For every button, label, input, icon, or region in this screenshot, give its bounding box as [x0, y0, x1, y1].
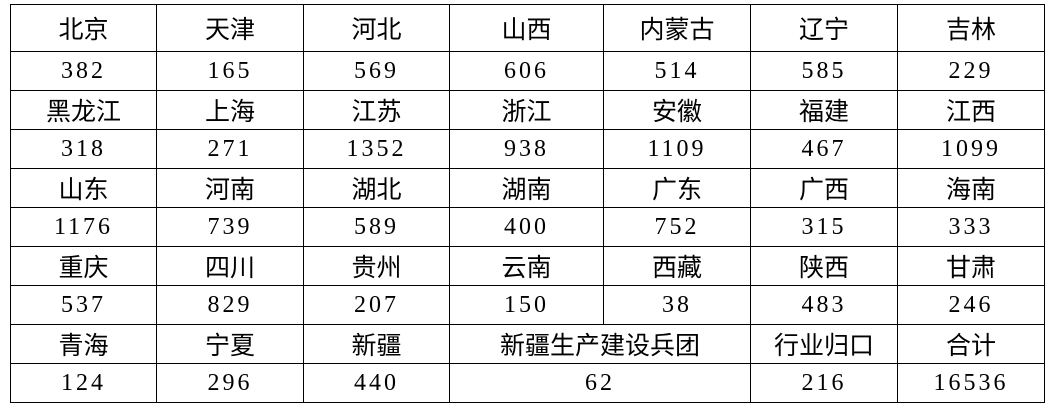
region-name-cell: 行业归口	[750, 324, 898, 364]
region-value-cell: 333	[897, 207, 1045, 247]
region-name-cell: 云南	[449, 246, 604, 286]
region-name-row: 青海 宁夏 新疆 新疆生产建设兵团 行业归口 合计	[10, 324, 1045, 364]
region-value-cell: 569	[303, 51, 450, 91]
region-name-cell: 西藏	[603, 246, 751, 286]
region-name-row: 黑龙江 上海 江苏 浙江 安徽 福建 江西	[10, 90, 1045, 130]
region-name-cell: 吉林	[897, 4, 1045, 52]
region-name-row: 山东 河南 湖北 湖南 广东 广西 海南	[10, 168, 1045, 208]
region-value-cell: 829	[156, 285, 304, 325]
region-value-cell: 752	[603, 207, 751, 247]
region-value-row: 318 271 1352 938 1109 467 1099	[10, 129, 1045, 169]
region-value-cell: 400	[449, 207, 604, 247]
region-name-cell: 福建	[750, 90, 898, 130]
region-value-cell: 229	[897, 51, 1045, 91]
region-value-cell: 1109	[603, 129, 751, 169]
region-name-cell: 山东	[10, 168, 157, 208]
region-name-cell: 重庆	[10, 246, 157, 286]
region-value-cell: 38	[603, 285, 751, 325]
region-value-row: 1176 739 589 400 752 315 333	[10, 207, 1045, 247]
region-value-cell: 216	[750, 363, 898, 403]
region-value-cell: 315	[750, 207, 898, 247]
region-value-cell: 207	[303, 285, 450, 325]
region-name-cell: 黑龙江	[10, 90, 157, 130]
region-value-cell: 589	[303, 207, 450, 247]
region-name-cell: 山西	[449, 4, 604, 52]
region-value-cell: 606	[449, 51, 604, 91]
region-value-cell: 739	[156, 207, 304, 247]
region-name-cell: 四川	[156, 246, 304, 286]
region-name-cell: 安徽	[603, 90, 751, 130]
region-name-cell: 河南	[156, 168, 304, 208]
region-name-cell: 贵州	[303, 246, 450, 286]
region-name-cell: 新疆生产建设兵团	[449, 324, 751, 364]
region-name-cell: 广西	[750, 168, 898, 208]
region-value-cell: 382	[10, 51, 157, 91]
region-value-row: 382 165 569 606 514 585 229	[10, 51, 1045, 91]
region-value-row: 537 829 207 150 38 483 246	[10, 285, 1045, 325]
region-name-cell: 北京	[10, 4, 157, 52]
region-value-cell: 483	[750, 285, 898, 325]
region-name-cell: 江西	[897, 90, 1045, 130]
region-value-cell: 585	[750, 51, 898, 91]
region-name-cell: 辽宁	[750, 4, 898, 52]
region-value-cell: 16536	[897, 363, 1045, 403]
region-value-cell: 1352	[303, 129, 450, 169]
region-value-cell: 467	[750, 129, 898, 169]
region-name-cell: 陕西	[750, 246, 898, 286]
region-value-cell: 440	[303, 363, 450, 403]
region-name-cell: 河北	[303, 4, 450, 52]
region-name-cell: 上海	[156, 90, 304, 130]
region-name-row: 重庆 四川 贵州 云南 西藏 陕西 甘肃	[10, 246, 1045, 286]
region-name-cell: 内蒙古	[603, 4, 751, 52]
region-value-cell: 271	[156, 129, 304, 169]
region-value-cell: 62	[449, 363, 751, 403]
region-value-cell: 246	[897, 285, 1045, 325]
region-name-cell: 湖南	[449, 168, 604, 208]
region-value-cell: 1176	[10, 207, 157, 247]
region-name-cell: 湖北	[303, 168, 450, 208]
region-value-cell: 1099	[897, 129, 1045, 169]
region-value-cell: 537	[10, 285, 157, 325]
region-name-cell: 江苏	[303, 90, 450, 130]
region-name-cell: 新疆	[303, 324, 450, 364]
region-value-cell: 165	[156, 51, 304, 91]
region-data-table: 北京 天津 河北 山西 内蒙古 辽宁 吉林 382 165 569 606 514 585 229 黑龙江上…	[10, 4, 1045, 403]
region-value-row: 124 296 440 62 216 16536	[10, 363, 1045, 403]
region-name-cell: 天津	[156, 4, 304, 52]
region-name-cell: 合计	[897, 324, 1045, 364]
region-value-cell: 150	[449, 285, 604, 325]
region-value-cell: 124	[10, 363, 157, 403]
region-name-cell: 宁夏	[156, 324, 304, 364]
region-name-cell: 海南	[897, 168, 1045, 208]
region-value-cell: 296	[156, 363, 304, 403]
region-name-cell: 浙江	[449, 90, 604, 130]
region-value-cell: 514	[603, 51, 751, 91]
region-name-row: 北京 天津 河北 山西 内蒙古 辽宁 吉林	[10, 4, 1045, 52]
region-value-cell: 938	[449, 129, 604, 169]
region-name-cell: 甘肃	[897, 246, 1045, 286]
region-name-cell: 青海	[10, 324, 157, 364]
region-value-cell: 318	[10, 129, 157, 169]
region-name-cell: 广东	[603, 168, 751, 208]
